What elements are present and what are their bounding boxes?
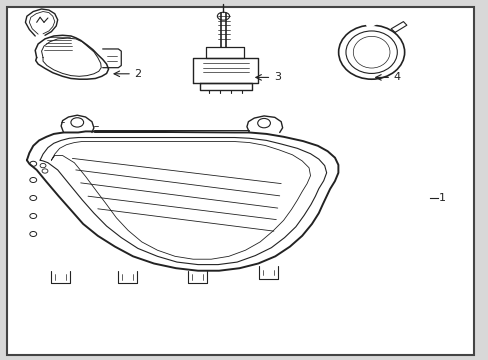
FancyBboxPatch shape	[7, 7, 473, 355]
Text: 4: 4	[393, 72, 400, 82]
Text: 3: 3	[273, 72, 280, 82]
Text: 1: 1	[438, 193, 445, 203]
Text: 2: 2	[134, 69, 142, 79]
